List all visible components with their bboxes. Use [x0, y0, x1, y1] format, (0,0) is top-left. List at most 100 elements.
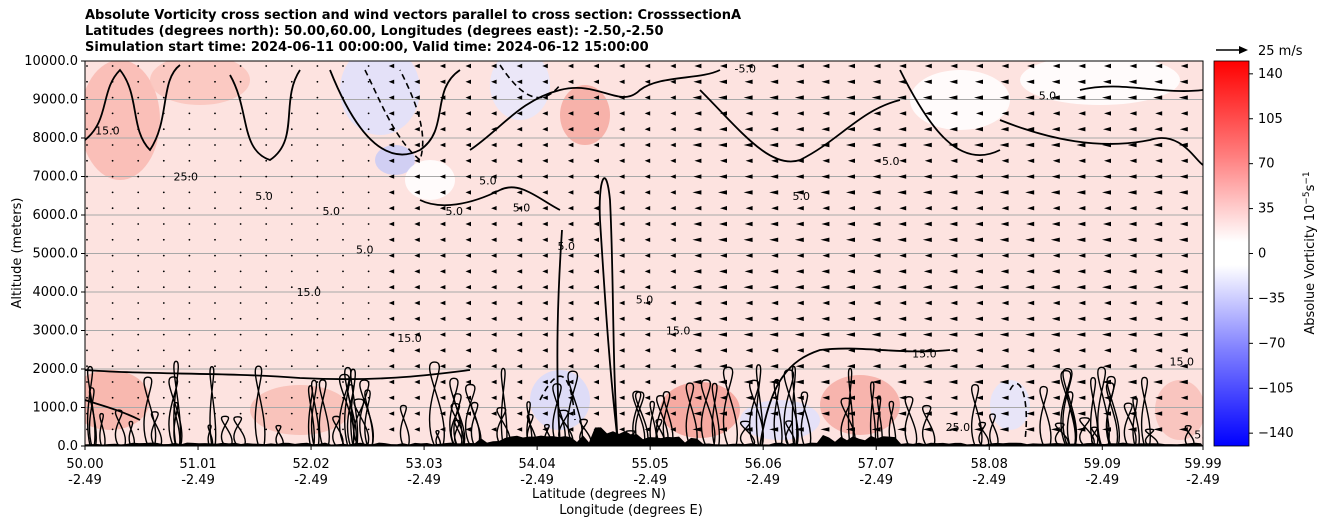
wind-vector: [899, 300, 907, 306]
contour-line-low-level: [800, 391, 812, 446]
colorbar-tick-label: 0: [1258, 247, 1266, 262]
wind-vector: [567, 379, 574, 385]
contour-line-low-level: [307, 385, 316, 446]
wind-vector: [567, 174, 574, 179]
wind-vector: [567, 111, 574, 116]
wind-vector: [718, 332, 727, 337]
wind-vector: [388, 206, 395, 211]
contour-line-low-level: [888, 400, 897, 446]
wind-vector: [1153, 142, 1163, 148]
wind-vector: [999, 190, 1009, 195]
wind-vector: [316, 238, 319, 241]
wind-vector: [290, 286, 293, 289]
wind-vector: [1052, 206, 1060, 211]
wind-vector: [719, 79, 727, 84]
wind-vector: [949, 174, 958, 179]
wind-vector: [694, 395, 702, 400]
wind-vector: [1078, 206, 1086, 211]
wind-vector: [644, 300, 651, 306]
wind-vector: [899, 348, 907, 353]
wind-vector: [922, 190, 932, 195]
wind-vector: [948, 142, 958, 148]
wind-vector: [265, 207, 268, 210]
wind-vector: [439, 111, 446, 116]
wind-vector: [214, 191, 216, 194]
wind-vector: [948, 237, 958, 242]
wind-vector: [999, 427, 1009, 432]
wind-vector: [542, 95, 548, 100]
wind-vector: [239, 365, 242, 368]
wind-vector: [439, 174, 446, 179]
wind-vector: [214, 175, 216, 178]
wind-vector: [974, 285, 983, 290]
wind-vector: [593, 206, 599, 211]
wind-vector: [188, 159, 191, 162]
contour-label: -5.0: [735, 63, 756, 76]
wind-vector: [1052, 253, 1060, 258]
wind-vector: [316, 381, 319, 383]
wind-vector: [265, 286, 268, 289]
wind-vector: [743, 237, 753, 242]
wind-vector: [137, 317, 140, 320]
wind-vector: [720, 348, 727, 353]
contour-line-low-level: [1144, 428, 1159, 446]
wind-vector: [239, 396, 242, 399]
wind-vector: [619, 174, 625, 179]
wind-vector: [1050, 237, 1060, 242]
wind-vector: [516, 427, 523, 432]
wind-vector: [974, 142, 983, 148]
wind-vector: [770, 316, 779, 321]
wind-vector: [770, 269, 779, 274]
wind-vector: [1128, 221, 1137, 227]
wind-vector: [670, 269, 676, 274]
wind-vector: [619, 427, 625, 432]
wind-vector: [1128, 364, 1137, 369]
wind-vector: [1001, 158, 1009, 163]
wind-vector: [137, 270, 140, 273]
wind-vector: [1050, 285, 1060, 290]
wind-vector: [516, 285, 523, 290]
wind-vector: [848, 111, 855, 116]
wind-vector: [111, 207, 114, 210]
wind-vector: [439, 379, 446, 385]
wind-vector: [465, 316, 471, 321]
wind-vector: [1179, 127, 1188, 132]
wind-vector: [974, 95, 983, 100]
wind-vector: [923, 316, 932, 321]
wind-vector: [465, 427, 471, 432]
wind-vectors: [86, 63, 1188, 432]
wind-vector: [188, 349, 191, 352]
wind-vector: [516, 158, 523, 163]
wind-vector: [542, 316, 548, 321]
wind-vector: [188, 333, 191, 336]
wind-vector: [265, 396, 268, 399]
colorbar-tick-label: −70: [1258, 336, 1285, 351]
contour-line-negative: [499, 64, 561, 99]
wind-vector: [743, 285, 753, 290]
wind-vector: [1077, 79, 1086, 84]
wind-vector: [316, 80, 319, 83]
wind-vector: [316, 207, 319, 210]
wind-vector: [111, 96, 114, 99]
contour-line-low-level: [450, 402, 465, 446]
wind-vector: [644, 427, 651, 432]
wind-vector: [871, 190, 881, 195]
wind-vector: [290, 238, 293, 241]
wind-vector: [491, 285, 497, 290]
wind-vector: [414, 79, 420, 84]
wind-vector: [239, 96, 242, 99]
wind-vector: [162, 207, 165, 210]
plot-area: 15.0 15.0 25.0 15.0 5.0 5.0 5.0 5.0 5.0 5.0 5.0 5.0…: [84, 60, 1204, 447]
wind-vector: [239, 254, 242, 257]
wind-vector: [593, 300, 599, 306]
wind-vector: [388, 237, 395, 242]
wind-vector: [593, 190, 599, 195]
wind-vector: [771, 206, 779, 211]
contour-line-negative: [364, 69, 424, 162]
y-tick-label: 2000.0: [33, 362, 79, 377]
wind-vector: [1178, 285, 1188, 290]
x-tick-label-latitude: 51.01: [179, 457, 216, 472]
wind-vector: [1129, 63, 1137, 69]
wind-vector: [414, 174, 420, 179]
wind-vector: [491, 395, 497, 400]
